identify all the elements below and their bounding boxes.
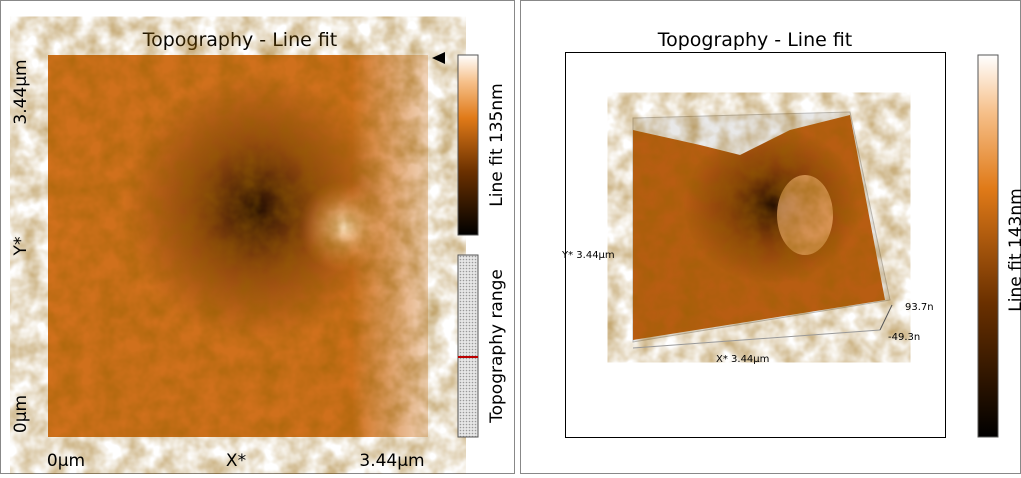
x-tick-label: 3.44µm xyxy=(359,451,424,471)
z-min-label: -49.3n xyxy=(888,332,920,343)
x-tick-label: 0µm xyxy=(47,451,85,471)
y-axis-label: Y* 3.44µm xyxy=(561,250,615,261)
surface-3d xyxy=(632,111,893,349)
colorbar xyxy=(977,54,999,438)
colorbar xyxy=(457,54,479,236)
panel-title: Topography - Line fit xyxy=(657,29,853,51)
colorbar-label: Line fit 135nm xyxy=(487,83,507,206)
panel-title: Topography - Line fit xyxy=(142,29,338,51)
range-label: Topography range xyxy=(487,269,507,424)
z-max-label: 93.7n xyxy=(905,302,934,313)
colorbar-label: Line fit 143nm xyxy=(1006,188,1021,311)
topography-image xyxy=(48,55,428,437)
y-axis-label: Y* xyxy=(11,237,31,257)
range-bar[interactable] xyxy=(457,254,479,438)
x-axis-label: X* xyxy=(226,451,246,471)
marker[interactable] xyxy=(432,52,445,64)
x-axis-label: X* 3.44µm xyxy=(716,354,769,365)
y-tick-label: 0µm xyxy=(11,395,31,433)
y-tick-label: 3.44µm xyxy=(11,59,31,124)
